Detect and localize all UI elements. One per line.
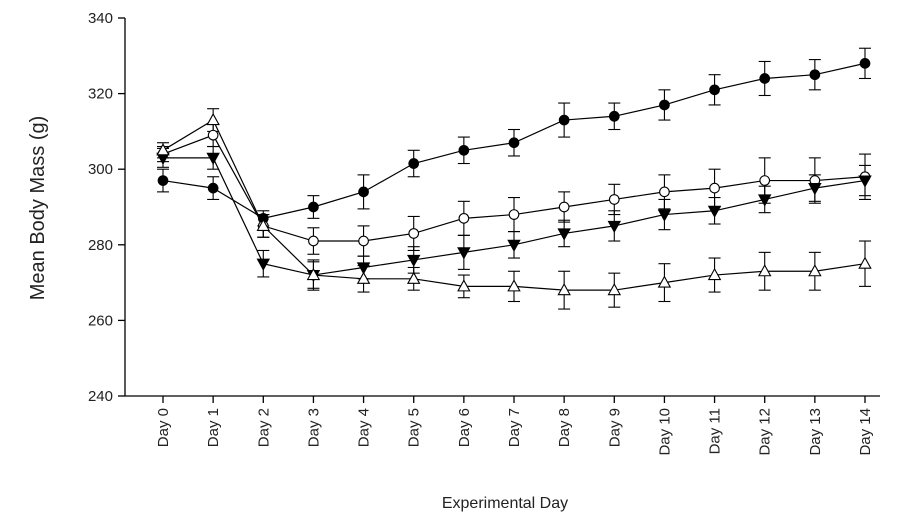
y-tick-label: 260	[88, 312, 113, 329]
series-4-point	[657, 275, 672, 288]
series-3-point	[406, 254, 421, 268]
series-3-point	[356, 262, 371, 275]
series-1-point	[308, 201, 319, 213]
series-4-point	[707, 267, 722, 281]
series-4-point	[607, 283, 622, 296]
series-3-point	[457, 247, 471, 260]
series-2-point	[358, 235, 369, 247]
series-4-point	[256, 218, 271, 231]
series-1-point	[508, 137, 520, 149]
x-axis-title: Experimental Day	[442, 495, 568, 512]
series-4-point	[858, 256, 872, 269]
series-2-point	[608, 194, 620, 205]
series-3-point	[657, 209, 672, 222]
series-4-point	[206, 112, 220, 126]
series-4-point	[808, 264, 822, 277]
x-tick-label: Day 11	[707, 408, 724, 454]
x-tick-label: Day 8	[556, 408, 573, 447]
x-tick-label: Day 10	[656, 408, 673, 456]
series-2-point	[308, 235, 319, 247]
series-4-point	[457, 279, 471, 292]
series-2-point	[709, 182, 720, 194]
x-tick-label: Day 5	[406, 408, 423, 447]
series-layer	[156, 47, 872, 310]
series-1-point	[659, 99, 670, 111]
y-tick-label: 340	[88, 10, 113, 27]
series-3-point	[607, 220, 622, 234]
y-tick-label: 320	[88, 86, 113, 103]
series-2-point	[659, 186, 670, 198]
x-tick-label: Day 7	[506, 408, 523, 447]
series-3-point	[507, 239, 521, 252]
series-1-point	[358, 186, 369, 198]
x-tick-label: Day 0	[155, 408, 172, 447]
series-2-point	[408, 228, 420, 239]
x-tick-label: Day 4	[356, 408, 373, 447]
series-1-point	[809, 69, 821, 81]
series-4-point	[507, 279, 521, 292]
y-tick-label: 240	[88, 388, 113, 405]
series-1-point	[458, 144, 470, 156]
series-1-point	[608, 110, 620, 122]
y-tick-label: 300	[88, 161, 113, 178]
series-2-point	[508, 209, 520, 220]
series-2-point	[558, 201, 570, 213]
series-3-point	[206, 152, 220, 165]
series-4-point	[406, 271, 421, 284]
series-3-point	[808, 183, 822, 196]
x-tick-label: Day 2	[255, 408, 272, 447]
series-1-point	[408, 158, 420, 169]
series-3-point	[707, 205, 722, 218]
series-4-point	[156, 143, 170, 156]
series-1-point	[709, 84, 720, 96]
series-markers	[156, 58, 872, 296]
x-tick-label: Day 9	[606, 408, 623, 447]
series-1-point	[558, 114, 570, 126]
series-2-point	[458, 212, 470, 224]
x-tick-label: Day 13	[807, 408, 824, 456]
axes-layer	[124, 18, 880, 397]
y-axis-title: Mean Body Mass (g)	[27, 116, 49, 301]
series-3-point	[256, 258, 271, 271]
x-tick-label: Day 6	[456, 408, 473, 447]
y-ticks: 240 260 280 300 320 340	[88, 10, 125, 405]
series-3-point	[858, 175, 872, 188]
y-tick-label: 280	[88, 237, 113, 254]
series-3-point	[757, 194, 772, 207]
series-1-point	[759, 73, 771, 84]
x-ticks: Day 0 Day 1 Day 2 Day 3 Day 4 Day 5 Day 6 Day 7…	[155, 396, 874, 456]
x-tick-label: Day 12	[757, 408, 774, 456]
series-2-point	[207, 129, 219, 141]
series-4-point	[306, 267, 321, 281]
series-1-point	[859, 58, 871, 69]
x-tick-label: Day 3	[305, 408, 322, 447]
series-4-point	[557, 283, 571, 296]
series-4-point	[757, 264, 772, 277]
series-2-point	[759, 175, 771, 186]
x-tick-label: Day 1	[205, 408, 222, 447]
series-4-point	[356, 271, 371, 284]
series-1-point	[157, 175, 169, 186]
series-1-point	[207, 182, 219, 194]
x-tick-label: Day 14	[857, 408, 874, 456]
series-3-point	[557, 228, 571, 241]
